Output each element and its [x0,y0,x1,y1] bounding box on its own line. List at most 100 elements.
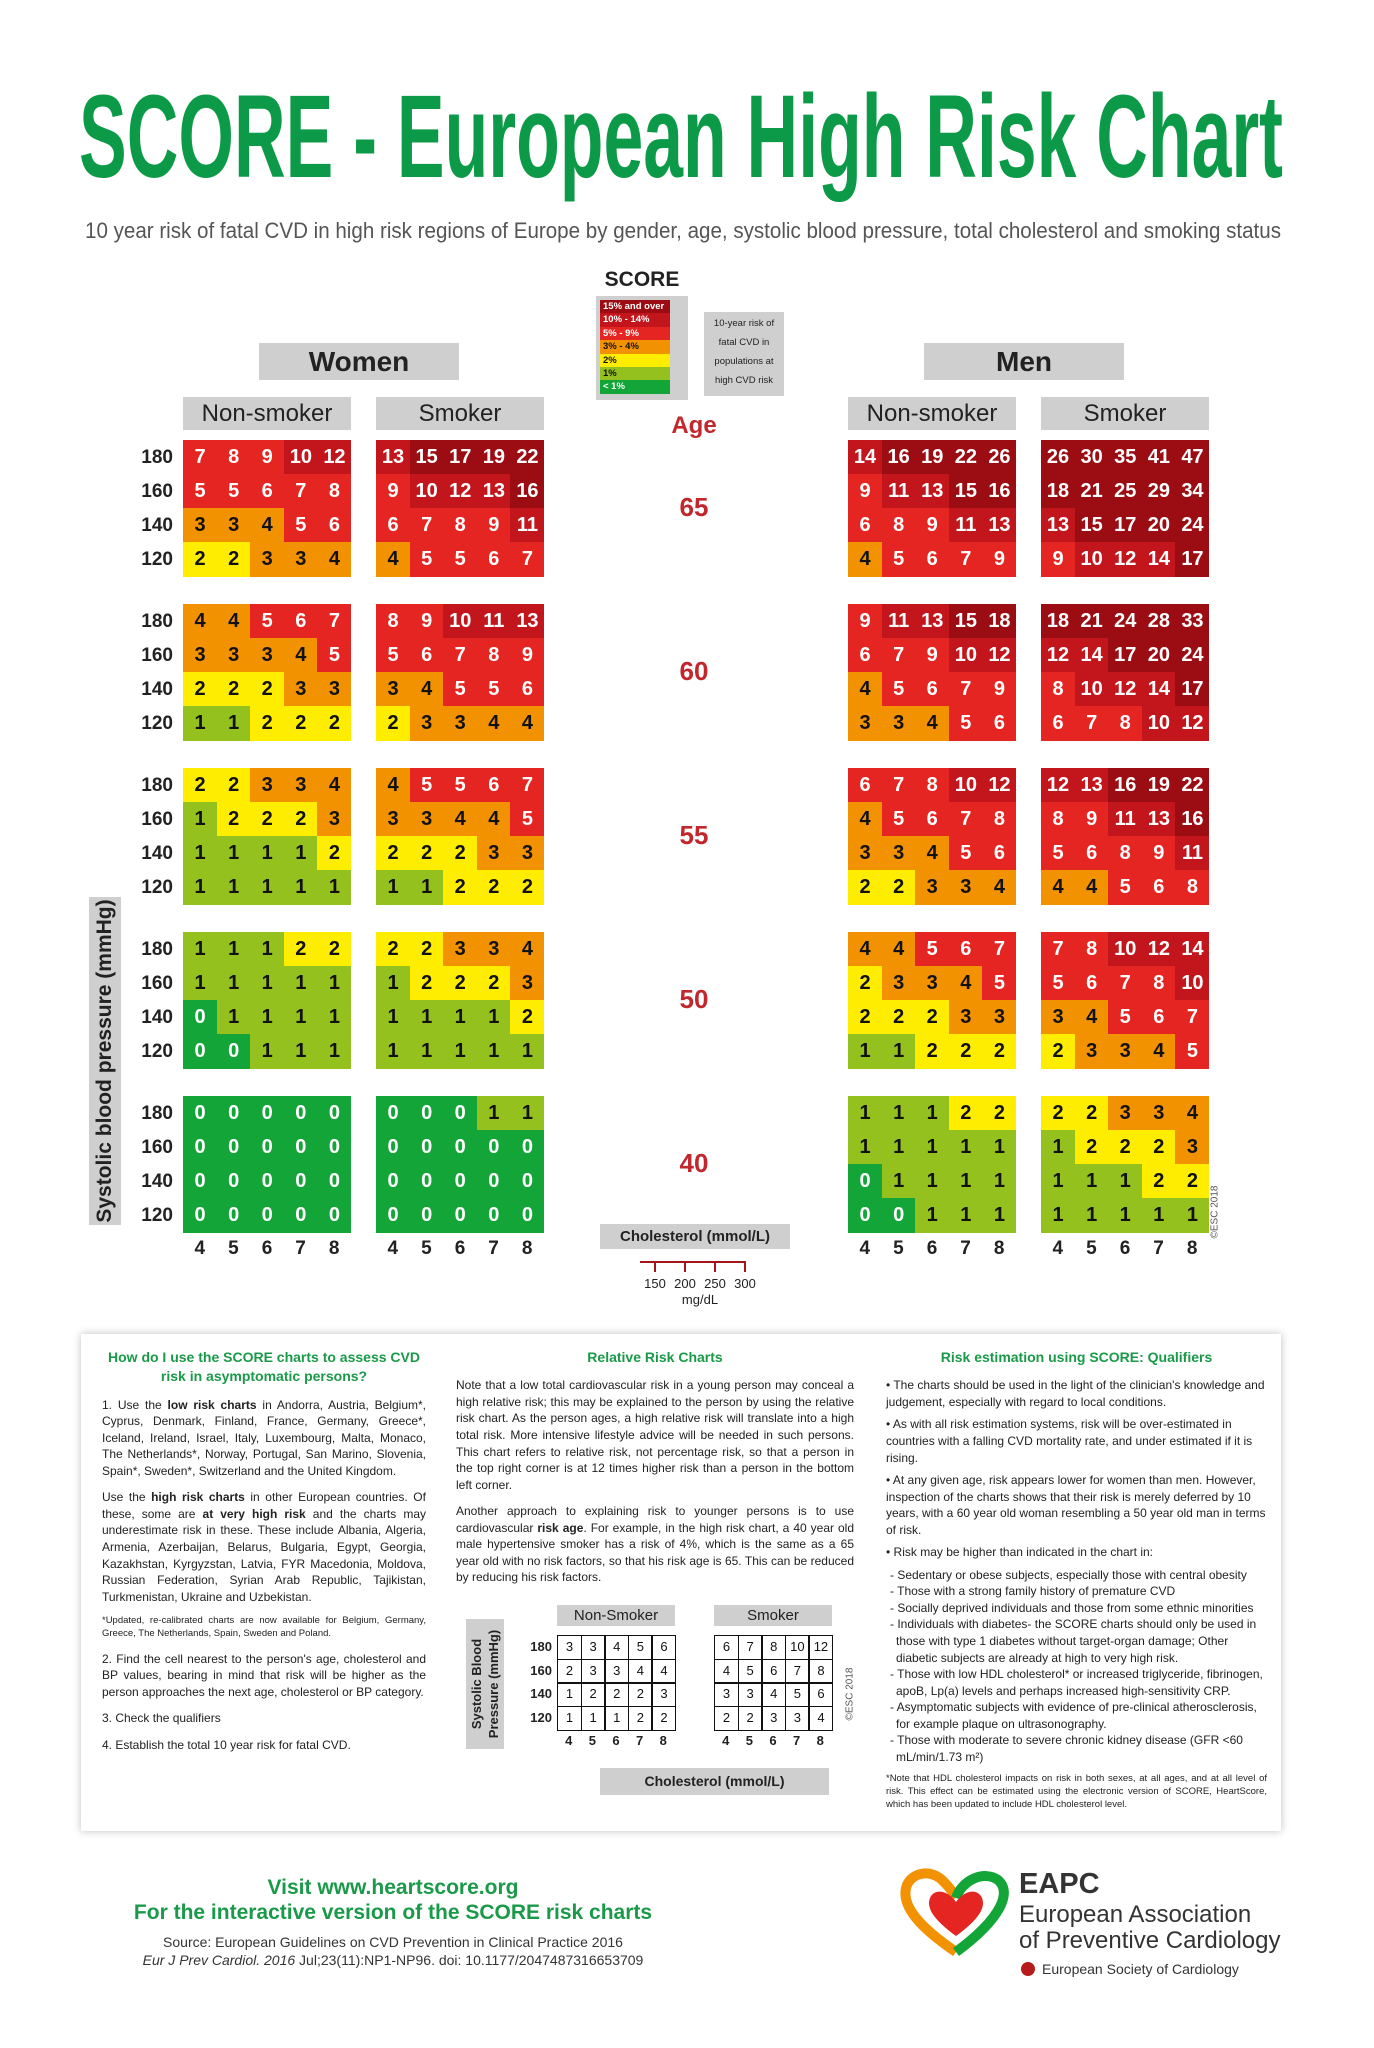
age-label: 65 [679,492,709,522]
risk-cell: 16 [510,474,545,509]
risk-cell: 1 [283,836,318,871]
sub-item: - Those with low HDL cholesterol* or inc… [890,1667,1263,1698]
risk-cell: 6 [476,768,511,803]
risk-cell: 11 [510,508,545,543]
risk-cell: 1 [982,1198,1017,1233]
risk-cell: 5 [1041,836,1076,871]
sex-label: Men [924,343,1124,380]
risk-cell: 1 [948,1164,983,1199]
risk-cell: 19 [1141,768,1176,803]
y-tick-label: 140 [141,679,173,700]
subtitle: 10 year risk of fatal CVD in high risk r… [85,218,1281,243]
risk-cell: 0 [409,1130,444,1165]
relative-cell: 2 [651,1705,677,1731]
risk-cell: 13 [982,508,1017,543]
risk-cell: 17 [1108,638,1143,673]
risk-cell: 1 [1074,1164,1109,1199]
risk-cell: 7 [881,638,916,673]
risk-cell: 13 [476,474,511,509]
x-tick-label: 7 [488,1238,499,1259]
text-run: in Andorra, Austria, Belgium*, Cyprus, D… [102,1397,426,1478]
x-tick-label: 6 [926,1238,938,1259]
y-axis-label: Systolic blood pressure (mmHg) [89,897,121,1225]
risk-cell: 3 [848,706,883,741]
relative-cell: 2 [580,1682,606,1708]
risk-cell: 4 [317,768,352,803]
sub-item: - Socially deprived individuals and thos… [890,1600,1254,1615]
risk-cell: 17 [443,440,478,475]
legend-item: 15% and over [600,300,670,314]
risk-cell: 2 [283,802,318,837]
risk-cell: 15 [948,474,983,509]
risk-cell: 14 [1175,932,1210,967]
risk-cell: 8 [1041,802,1076,837]
risk-cell: 1 [881,1034,916,1069]
risk-cell: 1 [1041,1164,1076,1199]
risk-cell: 6 [1074,836,1109,871]
risk-cell: 6 [915,802,950,837]
risk-cell: 5 [881,542,916,577]
risk-cell: 1 [915,1130,950,1165]
legend-item: 1% [600,367,670,381]
age-label: 40 [679,1148,709,1178]
risk-cell: 10 [1074,542,1109,577]
risk-cell: 1 [1141,1198,1176,1233]
risk-cell: 0 [476,1130,511,1165]
risk-cell: 1 [216,870,251,905]
risk-cell: 10 [1074,672,1109,707]
relative-cell: 5 [784,1682,810,1708]
relative-cell: 2 [604,1682,630,1708]
risk-cell: 5 [317,638,352,673]
relative-column: Relative Risk Charts Note that a low tot… [456,1348,854,1596]
risk-cell: 3 [1041,1000,1076,1035]
risk-cell: 1 [183,836,218,871]
legend-item: 3% - 4% [600,340,670,354]
risk-cell: 3 [982,1000,1017,1035]
risk-cell: 12 [1108,542,1143,577]
group-label: Smoker [376,397,544,430]
risk-cell: 4 [376,768,411,803]
step: 2. Find the cell nearest to the person's… [102,1651,426,1699]
risk-cell: 2 [1141,1164,1176,1199]
risk-cell: 3 [510,836,545,871]
risk-cell: 1 [510,1096,545,1131]
risk-cell: 13 [1141,802,1176,837]
risk-cell: 4 [848,672,883,707]
risk-cell: 2 [1041,1096,1076,1131]
risk-cell: 5 [443,768,478,803]
risk-cell: 1 [216,1000,251,1035]
risk-cell: 1 [250,1034,285,1069]
risk-cell: 3 [283,768,318,803]
relative-cell: 4 [761,1682,787,1708]
risk-cell: 1 [317,966,352,1001]
risk-cell: 0 [376,1130,411,1165]
risk-cell: 3 [510,966,545,1001]
risk-cell: 4 [476,706,511,741]
risk-cell: 0 [443,1096,478,1131]
risk-cell: 3 [948,1000,983,1035]
relative-cell: 3 [651,1682,677,1708]
risk-cell: 1 [183,966,218,1001]
risk-cell: 1 [250,932,285,967]
risk-cell: 2 [216,768,251,803]
risk-cell: 2 [317,706,352,741]
risk-cell: 0 [510,1198,545,1233]
risk-cell: 3 [409,706,444,741]
legend-item: 5% - 9% [600,326,670,341]
risk-cell: 2 [443,966,478,1001]
risk-cell: 6 [283,604,318,639]
relative-cell: 12 [808,1635,834,1661]
age-title: Age [671,412,717,439]
risk-cell: 2 [443,870,478,905]
risk-cell: 0 [376,1164,411,1199]
risk-cell: 6 [848,508,883,543]
x-tick-label: 5 [421,1238,432,1259]
relative-cell: 7 [784,1658,810,1684]
legend-brand: SCORE [604,268,680,291]
relative-cell: 2 [627,1682,653,1708]
risk-cell: 28 [1141,604,1176,639]
risk-cell: 0 [216,1164,251,1199]
risk-cell: 0 [409,1096,444,1131]
risk-cell: 1 [443,1034,478,1069]
